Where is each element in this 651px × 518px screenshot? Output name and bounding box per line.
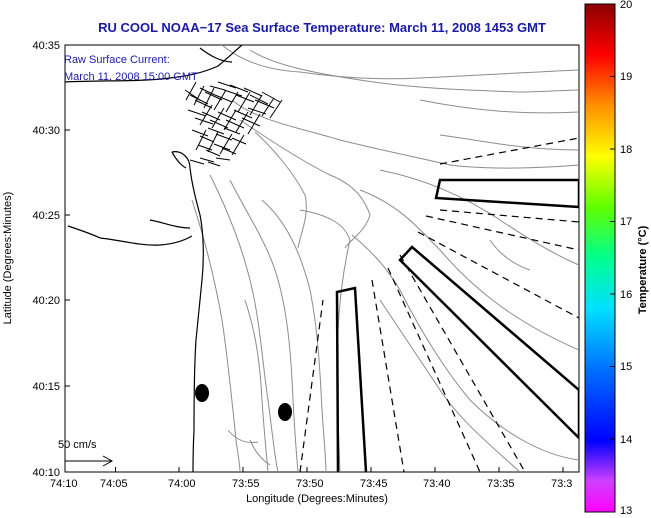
colorbar-tick-label: 18 xyxy=(620,144,632,156)
legend-current-title: Raw Surface Current: xyxy=(64,54,170,66)
x-tick-label: 74:05 xyxy=(100,478,128,490)
map-contents xyxy=(65,45,579,472)
y-tick-labels: 40:35 40:30 40:25 40:20 40:15 40:10 xyxy=(32,40,60,479)
x-tick-label: 73:35 xyxy=(487,478,515,490)
y-tick-label: 40:25 xyxy=(32,210,60,222)
surface-current-vectors xyxy=(184,81,283,167)
bathymetry-contours xyxy=(191,45,579,472)
x-tick-label: 74:10 xyxy=(50,478,78,490)
station-marker xyxy=(278,403,292,421)
colorbar-tick-label: 20 xyxy=(620,0,632,11)
y-axis-label: Latitude (Degrees:Minutes) xyxy=(2,192,14,325)
y-tick-label: 40:15 xyxy=(32,381,60,393)
colorbar-ticks xyxy=(610,76,615,440)
x-tick-label: 73:55 xyxy=(232,478,260,490)
station-marker xyxy=(195,384,209,402)
x-tick-label: 73:45 xyxy=(360,478,388,490)
x-tick-labels: 74:10 74:05 74:00 73:55 73:50 73:45 73:4… xyxy=(50,478,572,490)
figure-title: RU COOL NOAA−17 Sea Surface Temperature:… xyxy=(98,20,546,35)
colorbar-tick-label: 17 xyxy=(620,216,632,228)
scale-arrow xyxy=(65,455,114,467)
coastline xyxy=(65,45,243,472)
shipping-lane-boundaries xyxy=(335,178,579,472)
legend-current-time: March 11, 2008 15:00 GMT xyxy=(64,71,198,83)
colorbar-tick-labels: 20 19 18 17 16 15 14 13 xyxy=(620,0,632,517)
x-tick-label: 74:00 xyxy=(168,478,196,490)
y-tick-label: 40:35 xyxy=(32,40,60,52)
colorbar-tick-label: 16 xyxy=(620,289,632,301)
x-tick-label: 73:50 xyxy=(296,478,324,490)
colorbar-tick-label: 14 xyxy=(620,434,632,446)
x-tick-label: 73:40 xyxy=(423,478,451,490)
temperature-colorbar xyxy=(584,3,616,513)
traffic-separation-dashes xyxy=(299,137,579,472)
colorbar-tick-label: 15 xyxy=(620,361,632,373)
x-axis-label: Longitude (Degrees:Minutes) xyxy=(246,493,388,505)
colorbar-tick-label: 19 xyxy=(620,71,632,83)
scale-label: 50 cm/s xyxy=(58,439,97,451)
colorbar-label: Temperature (°C) xyxy=(637,225,649,314)
x-tick-label: 73:3 xyxy=(551,478,572,490)
colorbar-tick-label: 13 xyxy=(620,505,632,517)
y-tick-label: 40:20 xyxy=(32,295,60,307)
y-tick-label: 40:10 xyxy=(32,467,60,479)
axis-tick-marks xyxy=(64,44,564,473)
y-tick-label: 40:30 xyxy=(32,125,60,137)
